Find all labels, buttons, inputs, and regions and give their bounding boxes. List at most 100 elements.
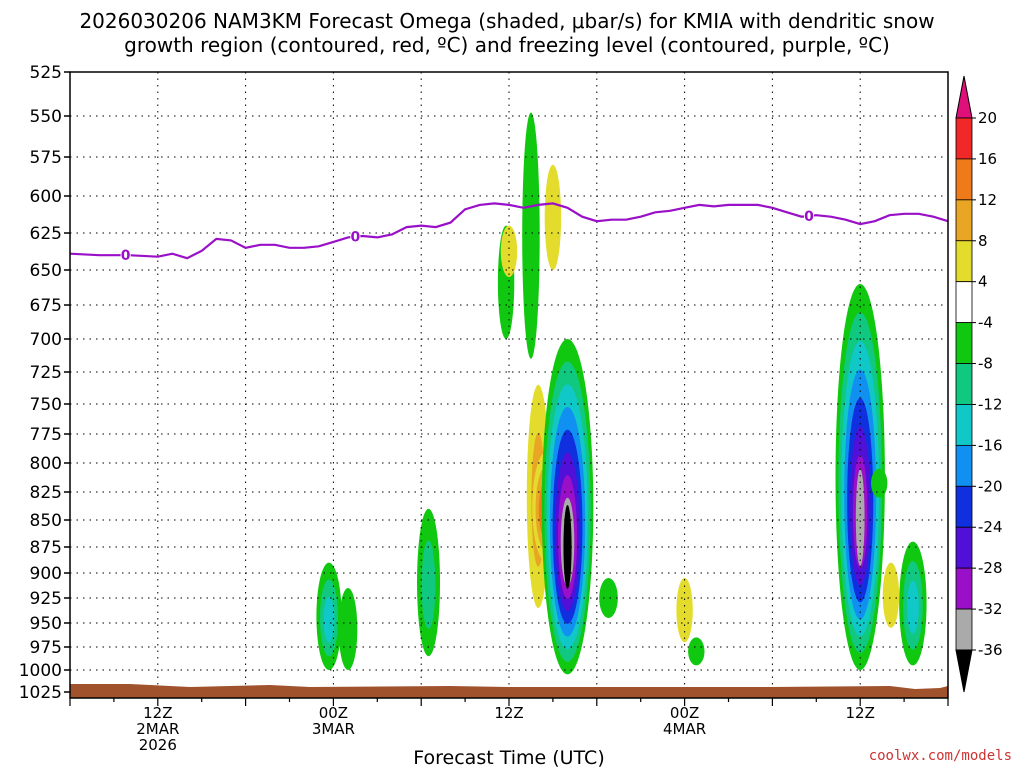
omega-contour	[338, 588, 358, 670]
omega-contour	[563, 505, 572, 589]
omega-cell	[899, 541, 927, 666]
omega-cell	[541, 339, 594, 675]
colorbar-swatch	[955, 281, 973, 324]
omega-cell	[316, 562, 342, 670]
x-tick-label: 00Z	[319, 704, 348, 722]
colorbar-swatch	[955, 485, 973, 528]
omega-contour	[323, 596, 335, 643]
omega-cell	[417, 508, 441, 657]
colorbar-swatch	[955, 444, 973, 487]
y-tick-label: 825	[30, 483, 62, 503]
chart-title-line2: growth region (contoured, red, ºC) and f…	[124, 33, 890, 57]
freezing-level-label: 0	[121, 248, 131, 264]
colorbar-top-arrow	[955, 75, 973, 119]
y-tick-label: 675	[30, 296, 62, 316]
y-tick-label: 700	[30, 330, 62, 350]
x-tick-label: 12Z	[494, 704, 523, 722]
freezing-level-contour: 0 0 0	[69, 202, 949, 264]
x-tick-label: 4MAR	[663, 720, 706, 738]
colorbar-label: 20	[978, 109, 997, 127]
omega-contour	[599, 578, 618, 618]
omega-cell	[500, 225, 518, 277]
omega-cell	[688, 637, 705, 666]
y-tick-label: 575	[30, 148, 62, 168]
y-tick-label: 925	[30, 589, 62, 609]
colorbar-label: 16	[978, 150, 997, 168]
omega-cell	[544, 164, 562, 270]
freezing-level-label: 0	[350, 230, 360, 246]
y-tick-label: 750	[30, 395, 62, 415]
y-tick-label: 975	[30, 638, 62, 658]
freezing-label-bg	[350, 228, 361, 244]
colorbar-label: -8	[978, 355, 993, 373]
omega-cell	[522, 112, 540, 359]
x-tick-label: 00Z	[670, 704, 699, 722]
colorbar-swatch	[955, 117, 973, 160]
x-tick-label: 12Z	[143, 704, 172, 722]
omega-contour	[522, 112, 540, 359]
y-tick-label: 600	[30, 187, 62, 207]
x-axis-label: Forecast Time (UTC)	[413, 747, 604, 768]
y-axis-ticks: 525 550 575 600 625 650 675 700 725 750 775 800 825 8…	[19, 63, 70, 703]
freezing-level-label: 0	[804, 209, 814, 225]
y-tick-label: 1025	[19, 683, 62, 703]
credit-text: coolwx.com/models	[869, 748, 1012, 764]
omega-cell	[599, 578, 618, 618]
colorbar-label: -24	[978, 518, 1003, 536]
chart-title-line1: 2026030206 NAM3KM Forecast Omega (shaded…	[79, 9, 934, 33]
x-tick-label: 12Z	[846, 704, 875, 722]
terrain-fill	[70, 684, 948, 698]
colorbar-swatch	[955, 158, 973, 201]
y-tick-label: 550	[30, 107, 62, 127]
y-tick-label: 900	[30, 564, 62, 584]
y-tick-label: 950	[30, 614, 62, 634]
omega-contour	[421, 540, 436, 629]
colorbar-swatch	[955, 199, 973, 242]
freezing-label-bg	[803, 207, 814, 223]
x-tick-label: 3MAR	[312, 720, 355, 738]
colorbar-label: 4	[978, 273, 988, 291]
grid-lines	[70, 72, 948, 698]
colorbar-label: -4	[978, 314, 993, 332]
x-tick-label: 2MAR	[136, 720, 179, 738]
omega-cell	[871, 468, 888, 498]
y-tick-label: 850	[30, 511, 62, 531]
y-tick-label: 1000	[19, 661, 62, 681]
y-tick-label: 625	[30, 224, 62, 244]
omega-contour	[855, 469, 865, 566]
omega-contour	[544, 164, 562, 270]
colorbar-swatch	[955, 567, 973, 610]
colorbar-swatch	[955, 526, 973, 569]
y-tick-label: 725	[30, 363, 62, 383]
colorbar-label: 12	[978, 191, 997, 209]
omega-cell	[882, 562, 900, 628]
colorbar-swatch	[955, 404, 973, 446]
omega-cell	[338, 588, 358, 670]
omega-cell	[835, 284, 885, 670]
omega-contour	[676, 578, 693, 643]
omega-contour	[688, 637, 705, 666]
colorbar-swatch	[955, 322, 973, 364]
colorbar-label: -28	[978, 559, 1003, 577]
omega-shading	[316, 112, 927, 675]
y-tick-label: 650	[30, 261, 62, 281]
colorbar: 20 16 12 8 4 -4 -8 -12 -16 -20 -24 -28 -32 -36	[955, 75, 1003, 693]
colorbar-label: -20	[978, 477, 1003, 495]
y-tick-label: 875	[30, 538, 62, 558]
omega-contour	[907, 580, 919, 634]
omega-contour	[882, 562, 900, 628]
colorbar-swatch	[955, 608, 973, 651]
colorbar-label: -12	[978, 395, 1003, 413]
omega-contour	[871, 468, 888, 498]
terrain-shape	[70, 684, 948, 698]
omega-contour	[500, 225, 518, 277]
colorbar-label: -32	[978, 600, 1003, 618]
colorbar-label: -36	[978, 641, 1003, 659]
colorbar-bottom-arrow	[955, 649, 973, 693]
x-tick-label: 2026	[139, 736, 177, 754]
colorbar-swatch	[955, 240, 973, 283]
freezing-label-bg	[120, 247, 131, 263]
